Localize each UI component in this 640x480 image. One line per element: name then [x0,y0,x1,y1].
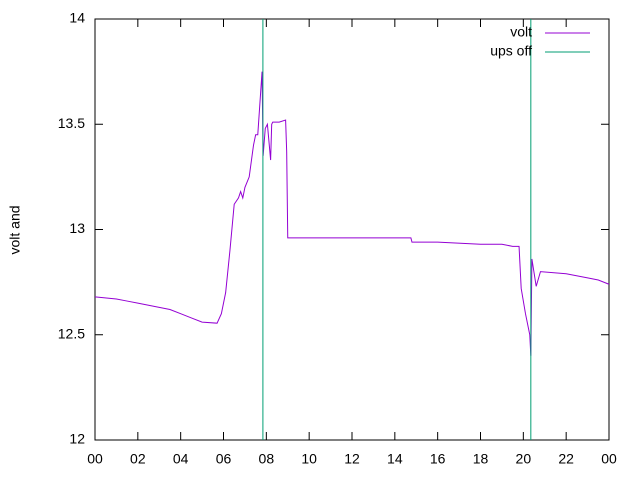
y-tick-label: 14 [69,10,85,26]
legend-label: volt [510,24,532,40]
x-tick-label: 12 [344,451,360,467]
x-tick-label: 02 [130,451,146,467]
x-tick-label: 00 [601,451,617,467]
x-tick-label: 16 [430,451,446,467]
plot-border [94,18,610,441]
x-tick-label: 04 [173,451,189,467]
y-axis-label: volt and [7,205,23,254]
x-tick-label: 14 [387,451,403,467]
x-tick-label: 08 [259,451,275,467]
x-tick-label: 20 [516,451,532,467]
y-tick-label: 12.5 [58,325,85,341]
legend-label: ups off [490,43,532,59]
y-tick-label: 13.5 [58,115,85,131]
line-series [94,71,610,356]
y-tick-label: 12 [69,431,85,447]
x-tick-label: 00 [87,451,103,467]
x-tick-label: 06 [216,451,232,467]
y-tick-label: 13 [69,220,85,236]
x-tick-label: 18 [473,451,489,467]
x-tick-label: 22 [558,451,574,467]
x-tick-label: 10 [301,451,317,467]
